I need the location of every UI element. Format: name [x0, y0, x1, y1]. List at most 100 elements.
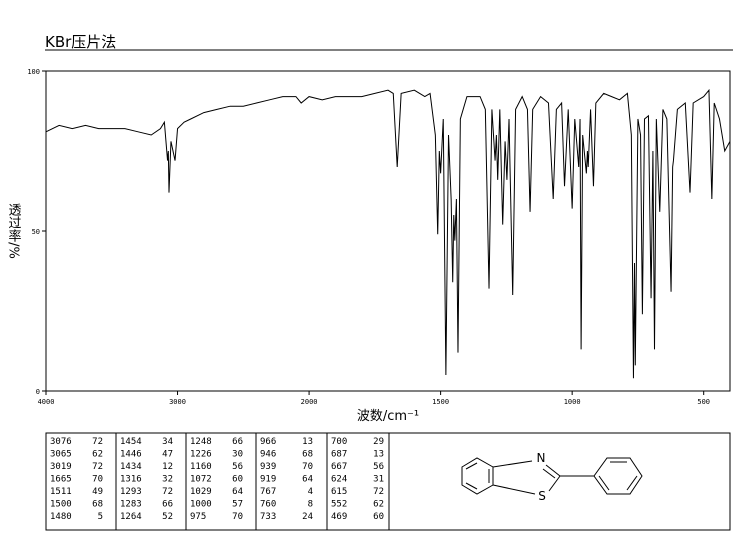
peak-transmittance: 8: [308, 500, 313, 510]
peak-transmittance: 29: [373, 437, 384, 447]
peak-wavenumber: 946: [260, 450, 276, 460]
benzene-ring: [461, 457, 494, 495]
peak-wavenumber: 919: [260, 475, 276, 485]
bond: [492, 484, 536, 495]
peak-transmittance: 56: [232, 462, 243, 472]
peak-wavenumber: 966: [260, 437, 276, 447]
peak-transmittance: 34: [162, 437, 173, 447]
bond: [626, 475, 638, 491]
peak-wavenumber: 3019: [50, 462, 72, 472]
table-frame: [45, 432, 731, 531]
atom-label: S: [538, 489, 546, 503]
peak-transmittance: 70: [232, 512, 243, 522]
peak-wavenumber: 469: [331, 512, 347, 522]
peak-transmittance: 60: [232, 475, 243, 485]
peak-transmittance: 70: [302, 462, 313, 472]
bond: [465, 462, 478, 470]
peak-wavenumber: 1029: [190, 487, 212, 497]
peak-wavenumber: 1316: [120, 475, 142, 485]
peak-wavenumber: 552: [331, 500, 347, 510]
peak-wavenumber: 1454: [120, 437, 142, 447]
peak-transmittance: 60: [373, 512, 384, 522]
peak-transmittance: 66: [232, 437, 243, 447]
chart-title: KBr压片法: [45, 33, 116, 51]
peak-wavenumber: 1665: [50, 475, 72, 485]
peak-wavenumber: 1500: [50, 500, 72, 510]
y-tick-label: 100: [27, 68, 40, 76]
peak-transmittance: 31: [373, 475, 384, 485]
peak-transmittance: 32: [162, 475, 173, 485]
peak-wavenumber: 615: [331, 487, 347, 497]
peak-wavenumber: 733: [260, 512, 276, 522]
peak-wavenumber: 760: [260, 500, 276, 510]
bond: [548, 475, 561, 492]
peak-transmittance: 64: [302, 475, 313, 485]
bond: [542, 468, 556, 479]
peak-transmittance: 30: [232, 450, 243, 460]
peak-transmittance: 62: [92, 450, 103, 460]
peak-wavenumber: 3076: [50, 437, 72, 447]
x-tick-label: 500: [697, 398, 710, 406]
peak-wavenumber: 3065: [50, 450, 72, 460]
peak-wavenumber: 1160: [190, 462, 212, 472]
peak-transmittance: 72: [162, 487, 173, 497]
peak-wavenumber: 1072: [190, 475, 212, 485]
peak-transmittance: 24: [302, 512, 313, 522]
peak-wavenumber: 1511: [50, 487, 72, 497]
x-tick-label: 4000: [38, 398, 55, 406]
peak-transmittance: 13: [373, 450, 384, 460]
peak-transmittance: 72: [373, 487, 384, 497]
spectrum-line: [45, 88, 731, 379]
peak-transmittance: 70: [92, 475, 103, 485]
phenyl-ring: [593, 457, 643, 495]
x-axis-label: 波数/cm⁻¹: [357, 409, 419, 424]
y-axis-label: 透过率/%: [6, 203, 22, 259]
plot-frame: [45, 70, 731, 392]
bond: [465, 482, 478, 490]
y-tick-label: 50: [32, 228, 40, 236]
peak-transmittance: 62: [373, 500, 384, 510]
peak-wavenumber: 700: [331, 437, 347, 447]
peak-transmittance: 12: [162, 462, 173, 472]
bond: [492, 460, 533, 468]
x-tick-label: 1500: [432, 398, 449, 406]
x-tick-label: 3000: [169, 398, 186, 406]
peak-wavenumber: 1226: [190, 450, 212, 460]
peak-transmittance: 68: [302, 450, 313, 460]
peak-wavenumber: 1480: [50, 512, 72, 522]
peak-transmittance: 47: [162, 450, 173, 460]
peak-transmittance: 66: [162, 500, 173, 510]
bond: [598, 475, 610, 491]
bond: [545, 464, 561, 477]
peak-wavenumber: 1000: [190, 500, 212, 510]
peak-wavenumber: 1293: [120, 487, 142, 497]
peak-wavenumber: 1264: [120, 512, 142, 522]
peak-transmittance: 56: [373, 462, 384, 472]
peak-transmittance: 49: [92, 487, 103, 497]
peak-table: [45, 432, 731, 531]
peak-transmittance: 4: [308, 487, 313, 497]
peak-transmittance: 72: [92, 437, 103, 447]
peak-wavenumber: 1434: [120, 462, 142, 472]
peak-wavenumber: 1446: [120, 450, 142, 460]
peak-transmittance: 68: [92, 500, 103, 510]
x-tick-label: 1000: [564, 398, 581, 406]
peak-wavenumber: 687: [331, 450, 347, 460]
peak-transmittance: 72: [92, 462, 103, 472]
x-tick-label: 2000: [301, 398, 318, 406]
peak-transmittance: 5: [98, 512, 103, 522]
y-tick-label: 0: [36, 388, 40, 396]
peak-wavenumber: 939: [260, 462, 276, 472]
peak-wavenumber: 1248: [190, 437, 212, 447]
peak-transmittance: 52: [162, 512, 173, 522]
peak-wavenumber: 1283: [120, 500, 142, 510]
peak-wavenumber: 975: [190, 512, 206, 522]
peak-transmittance: 64: [232, 487, 243, 497]
peak-transmittance: 13: [302, 437, 313, 447]
peak-wavenumber: 767: [260, 487, 276, 497]
structure: [461, 457, 643, 495]
peak-wavenumber: 624: [331, 475, 347, 485]
peak-wavenumber: 667: [331, 462, 347, 472]
peak-transmittance: 57: [232, 500, 243, 510]
